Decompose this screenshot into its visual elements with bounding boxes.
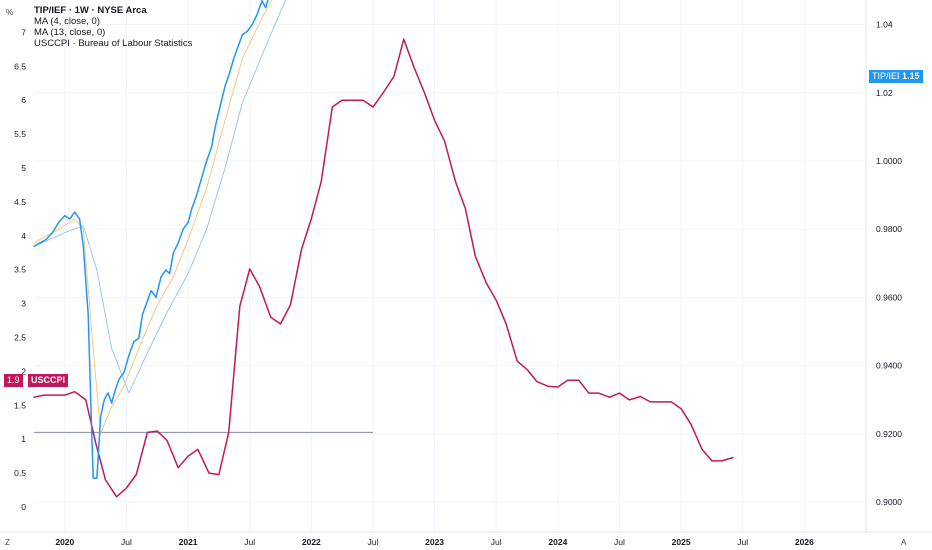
left-axis-tick-label: 0 bbox=[21, 502, 26, 512]
left-axis-tick-label: 6 bbox=[21, 95, 26, 105]
usccpi-line bbox=[33, 38, 734, 498]
drawing-annotations bbox=[34, 431, 373, 433]
tip-ief-last-value-tag: 1.15 bbox=[899, 70, 923, 83]
left-axis: 0 0.5 1 1.5 2 2.5 3 3.5 4 4.5 5 5.5 6 6.5 7 bbox=[14, 27, 26, 512]
usccpi-last-value-tag: 1.9 bbox=[4, 374, 23, 387]
auto-scale-button[interactable]: A bbox=[901, 538, 907, 547]
left-axis-tick-label: 5.5 bbox=[14, 129, 26, 139]
right-axis-tick-label: 1.02 bbox=[876, 88, 893, 98]
left-axis-tick-label: 7 bbox=[21, 27, 26, 37]
left-axis-tick-label: 3.5 bbox=[14, 265, 26, 275]
time-axis-tick-label: 2025 bbox=[672, 537, 691, 547]
chart-grid bbox=[0, 0, 932, 533]
time-axis-tick-label: Jul bbox=[491, 537, 502, 547]
time-axis-tick-label: 2026 bbox=[795, 537, 814, 547]
left-axis-tick-label: 1 bbox=[21, 434, 26, 444]
chart-legend: TIP/IEF · 1W · NYSE Arca MA (4, close, 0… bbox=[34, 5, 192, 49]
ma4-line bbox=[33, 0, 273, 435]
left-axis-tick-label: 3 bbox=[21, 299, 26, 309]
ma13-line bbox=[33, 0, 287, 394]
right-axis-tick-label: 0.9400 bbox=[876, 361, 902, 371]
left-axis-tick-label: 4.5 bbox=[14, 197, 26, 207]
legend-item-usccpi[interactable]: USCCPI · Bureau of Labour Statistics bbox=[34, 38, 193, 49]
time-axis-tick-label: Jul bbox=[737, 537, 748, 547]
time-axis-tick-label: Jul bbox=[121, 537, 132, 547]
legend-item-ma13[interactable]: MA (13, close, 0) bbox=[34, 27, 106, 38]
right-axis-tick-label: 0.9200 bbox=[876, 429, 902, 439]
scale-mode-button-left[interactable]: Z bbox=[5, 538, 10, 547]
right-axis-tick-label: 0.9800 bbox=[876, 224, 902, 234]
time-axis-tick-label: 2021 bbox=[179, 537, 198, 547]
right-axis-tick-label: 0.9600 bbox=[876, 292, 902, 302]
left-axis-tick-label: 0.5 bbox=[14, 468, 26, 478]
series-lines bbox=[33, 0, 734, 498]
time-axis-tick-label: 2022 bbox=[302, 537, 321, 547]
time-axis: 2020 Jul 2021 Jul 2022 Jul 2023 Jul 2024 Jul 2025 J… bbox=[55, 537, 814, 547]
time-axis-tick-label: Jul bbox=[368, 537, 379, 547]
left-axis-tick-label: 5 bbox=[21, 163, 26, 173]
left-axis-tick-label: 4 bbox=[21, 231, 26, 241]
left-axis-tick-label: 2 bbox=[21, 366, 26, 376]
right-axis-tick-label: 0.9000 bbox=[876, 497, 902, 507]
left-axis-tick-label: 6.5 bbox=[14, 61, 26, 71]
right-axis: 0.9000 0.9200 0.9400 0.9600 0.9800 1.0000 1.02… bbox=[876, 20, 902, 507]
left-axis-tick-label: 1.5 bbox=[14, 400, 26, 410]
right-axis-tick-label: 1.04 bbox=[876, 20, 893, 30]
usccpi-name-tag: USCCPI bbox=[28, 374, 69, 387]
time-axis-tick-label: 2020 bbox=[55, 537, 74, 547]
left-axis-tick-label: 2.5 bbox=[14, 333, 26, 343]
symbol-title[interactable]: TIP/IEF · 1W · NYSE Arca bbox=[34, 5, 147, 16]
percent-unit-label: % bbox=[6, 8, 14, 17]
legend-item-ma4[interactable]: MA (4, close, 0) bbox=[34, 16, 100, 27]
tip-ief-name-tag: TIP/IEF bbox=[869, 70, 906, 83]
tip-ief-price-line bbox=[33, 0, 269, 479]
time-axis-tick-label: 2024 bbox=[548, 537, 567, 547]
time-axis-tick-label: Jul bbox=[614, 537, 625, 547]
time-axis-tick-label: Jul bbox=[244, 537, 255, 547]
time-axis-tick-label: 2023 bbox=[425, 537, 444, 547]
right-axis-tick-label: 1.0000 bbox=[876, 156, 902, 166]
